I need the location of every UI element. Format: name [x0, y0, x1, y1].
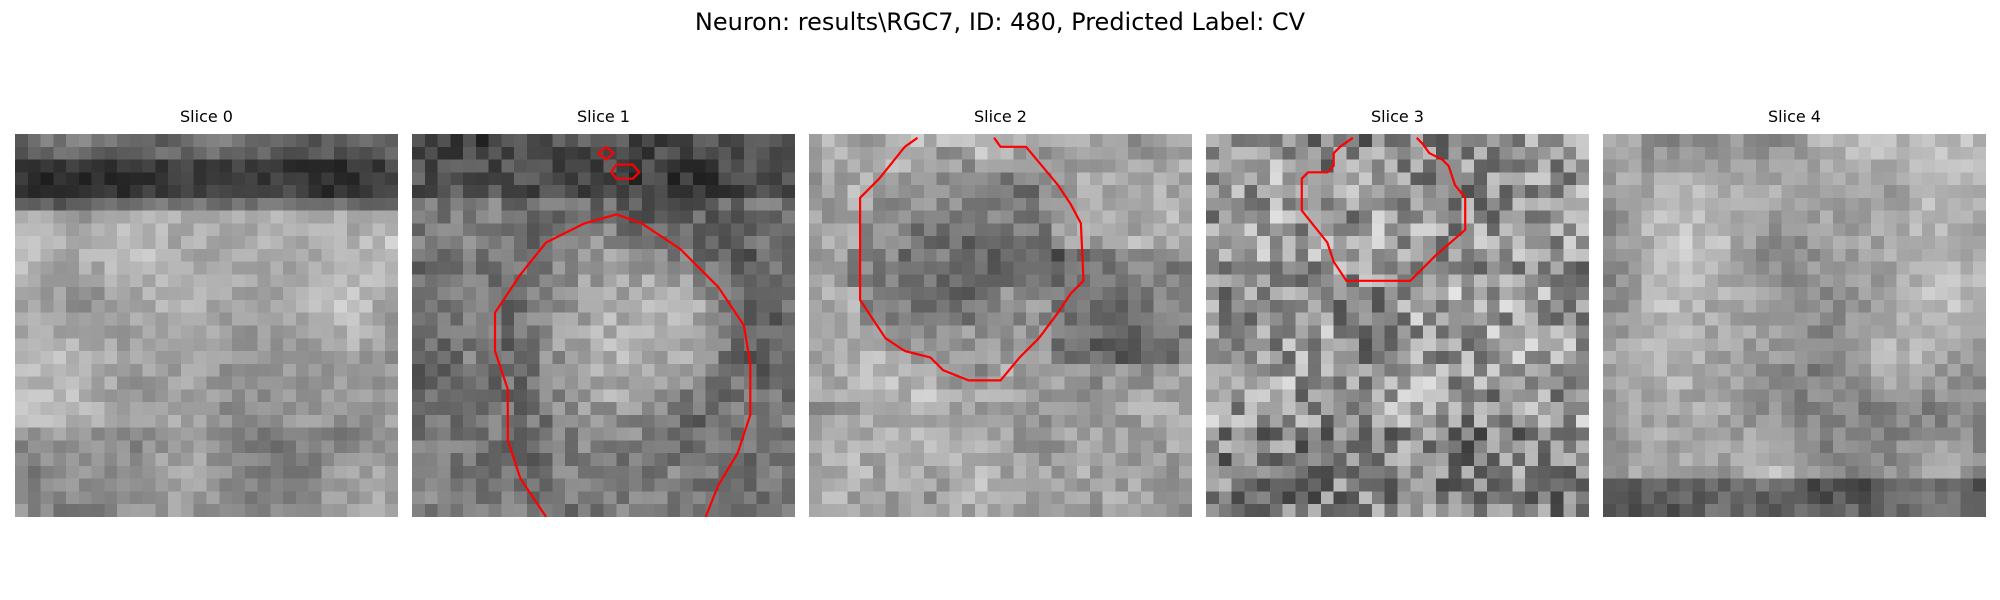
- slice-title-1: Slice 1: [577, 107, 630, 126]
- slice-title-3: Slice 3: [1371, 107, 1424, 126]
- slice-image-4: [1603, 134, 1986, 517]
- segmentation-contour: [610, 163, 641, 180]
- slice-title-4: Slice 4: [1768, 107, 1821, 126]
- pixel-grid: [412, 134, 795, 517]
- segmentation-contour: [858, 136, 1085, 382]
- pixel-grid: [809, 134, 1192, 517]
- segmentation-contour: [584, 213, 752, 517]
- slice-image-0: [15, 134, 398, 517]
- figure-title: Neuron: results\RGC7, ID: 480, Predicted…: [694, 8, 1306, 36]
- segmentation-contour: [597, 145, 615, 161]
- pixel-grid: [1206, 134, 1589, 517]
- slice-title-2: Slice 2: [974, 107, 1027, 126]
- slice-title-0: Slice 0: [180, 107, 233, 126]
- segmentation-contour: [493, 222, 585, 517]
- pixel-grid: [1603, 134, 1986, 517]
- pixel-grid: [15, 134, 398, 517]
- slice-image-1: [412, 134, 795, 517]
- slice-image-2: [809, 134, 1192, 517]
- segmentation-contour: [1300, 136, 1467, 282]
- slice-image-3: [1206, 134, 1589, 517]
